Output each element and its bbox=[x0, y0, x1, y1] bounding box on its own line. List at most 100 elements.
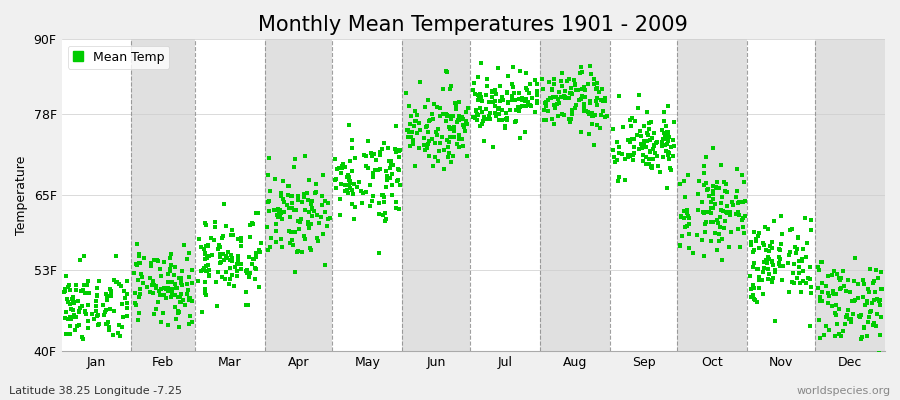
Point bbox=[147, 256, 161, 263]
Point bbox=[131, 260, 146, 266]
Point bbox=[635, 158, 650, 164]
Point bbox=[58, 288, 72, 294]
Point bbox=[143, 288, 157, 295]
Point bbox=[275, 244, 290, 250]
Bar bbox=[678, 39, 747, 351]
Point bbox=[563, 118, 578, 125]
Point bbox=[91, 312, 105, 318]
Point bbox=[712, 238, 726, 244]
Point bbox=[735, 223, 750, 230]
Point bbox=[60, 295, 75, 302]
Point bbox=[260, 247, 274, 254]
Point bbox=[558, 88, 572, 94]
Point bbox=[623, 116, 637, 123]
Point bbox=[800, 240, 814, 246]
Point bbox=[408, 163, 422, 169]
Point bbox=[845, 310, 859, 317]
Point bbox=[202, 252, 216, 259]
Point bbox=[838, 321, 852, 328]
Point bbox=[647, 130, 662, 136]
Point bbox=[243, 221, 257, 228]
Point bbox=[106, 276, 121, 283]
Point bbox=[863, 308, 878, 315]
Point bbox=[174, 299, 188, 305]
Point bbox=[765, 279, 779, 286]
Point bbox=[239, 270, 254, 276]
Point bbox=[847, 298, 861, 304]
Point bbox=[772, 247, 787, 253]
Point bbox=[428, 129, 443, 135]
Point bbox=[833, 277, 848, 284]
Point bbox=[519, 85, 534, 91]
Point bbox=[746, 249, 760, 255]
Point bbox=[802, 264, 816, 270]
Point bbox=[536, 86, 550, 92]
Point bbox=[691, 190, 706, 197]
Point bbox=[374, 192, 389, 198]
Point bbox=[717, 188, 732, 194]
Point bbox=[645, 135, 660, 142]
Point bbox=[303, 201, 318, 207]
Point bbox=[328, 185, 343, 191]
Point bbox=[225, 254, 239, 261]
Point bbox=[341, 172, 356, 178]
Point bbox=[636, 138, 651, 144]
Point bbox=[102, 323, 116, 330]
Point bbox=[180, 281, 194, 287]
Point bbox=[814, 288, 829, 295]
Point bbox=[548, 105, 562, 112]
Point bbox=[261, 246, 275, 253]
Point bbox=[489, 112, 503, 119]
Point bbox=[291, 193, 305, 200]
Point bbox=[853, 314, 868, 320]
Point bbox=[585, 121, 599, 128]
Point bbox=[378, 184, 392, 190]
Point bbox=[182, 294, 196, 301]
Point bbox=[102, 327, 116, 334]
Point bbox=[173, 299, 187, 305]
Point bbox=[500, 73, 515, 80]
Point bbox=[446, 113, 460, 119]
Point bbox=[99, 290, 113, 297]
Point bbox=[422, 118, 436, 124]
Point bbox=[385, 162, 400, 168]
Point bbox=[468, 91, 482, 98]
Point bbox=[842, 316, 856, 322]
Point bbox=[582, 131, 597, 138]
Bar bbox=[131, 39, 194, 351]
Point bbox=[411, 144, 426, 151]
Point bbox=[301, 218, 315, 225]
Point bbox=[212, 269, 226, 275]
Point bbox=[765, 245, 779, 251]
Point bbox=[90, 293, 104, 300]
Point bbox=[720, 188, 734, 195]
Point bbox=[643, 161, 657, 168]
Point bbox=[848, 296, 862, 303]
Point bbox=[652, 169, 667, 176]
Point bbox=[213, 254, 228, 260]
Bar bbox=[265, 39, 332, 351]
Point bbox=[452, 113, 466, 120]
Point bbox=[363, 203, 377, 209]
Point bbox=[443, 113, 457, 119]
Point bbox=[302, 209, 316, 215]
Point bbox=[359, 153, 374, 160]
Point bbox=[511, 96, 526, 102]
Point bbox=[729, 166, 743, 172]
Point bbox=[760, 266, 775, 272]
Point bbox=[426, 116, 440, 122]
Point bbox=[92, 321, 106, 327]
Point bbox=[554, 78, 569, 85]
Point bbox=[585, 113, 599, 119]
Point bbox=[851, 281, 866, 288]
Point bbox=[449, 106, 464, 112]
Point bbox=[546, 94, 561, 100]
Point bbox=[803, 322, 817, 329]
Point bbox=[646, 142, 661, 149]
Point bbox=[161, 271, 176, 278]
Point bbox=[752, 284, 766, 291]
Point bbox=[673, 181, 688, 187]
Point bbox=[104, 293, 119, 299]
Point bbox=[650, 153, 664, 159]
Point bbox=[873, 269, 887, 276]
